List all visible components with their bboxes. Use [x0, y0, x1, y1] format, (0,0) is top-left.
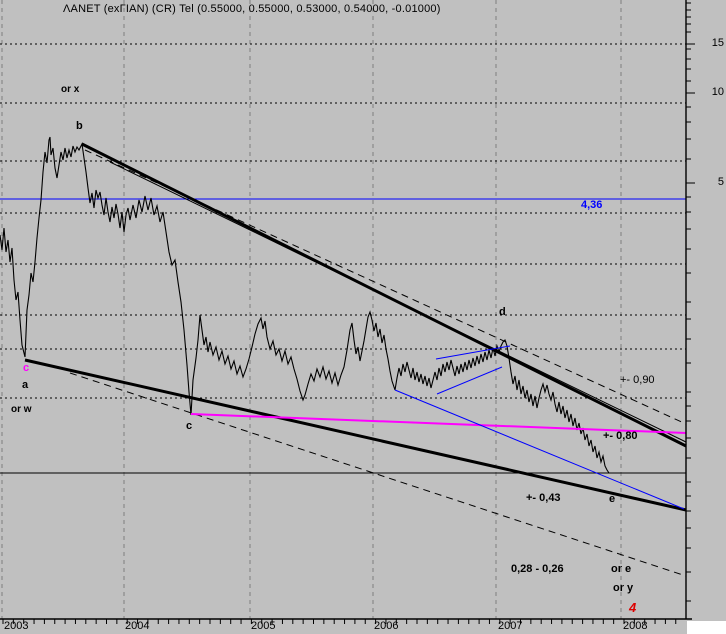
wave-label-c-magenta[interactable]: c	[23, 362, 30, 374]
wave-label-or-w[interactable]: or w	[11, 404, 32, 415]
axis-corner	[687, 621, 726, 634]
lower-channel-dashed-line	[69, 372, 687, 577]
wave-label-a[interactable]: a	[22, 379, 29, 391]
wave-label-or-y[interactable]: or y	[613, 582, 634, 594]
x-axis-label-2004: 2004	[125, 620, 150, 632]
y-axis-label-15: 15	[711, 37, 724, 49]
target-label-0-28-0-26[interactable]: 0,28 - 0,26	[511, 563, 564, 575]
price-label-4-36[interactable]: 4,36	[581, 199, 603, 211]
upper-wedge-inner-line	[109, 161, 687, 443]
wave-label-4-red[interactable]: 4	[629, 600, 637, 615]
x-axis-label-2005: 2005	[251, 620, 276, 632]
wave-label-b[interactable]: b	[76, 120, 83, 132]
target-label-0-90[interactable]: +- 0,90	[620, 374, 655, 386]
blue-e-projection-line	[394, 389, 685, 510]
wave-label-or-e[interactable]: or e	[611, 563, 632, 575]
x-axis-label-2006: 2006	[374, 620, 399, 632]
y-axis-label-5: 5	[717, 176, 724, 188]
blue-triangle-upper-line	[435, 345, 511, 360]
chart-title: ΛΑΝΕΤ (exΓΙΑΝ) (CR) Tel (0.55000, 0.5500…	[63, 3, 441, 15]
x-axis-label-2008: 2008	[623, 620, 648, 632]
wave-label-c[interactable]: c	[186, 420, 193, 432]
wave-label-d[interactable]: d	[499, 306, 506, 318]
lower-wedge-trendline	[24, 358, 687, 512]
x-axis-label-2007: 2007	[498, 620, 523, 632]
wave-label-or-x[interactable]: or x	[61, 84, 80, 95]
price-series-line	[0, 136, 610, 474]
support-line-magenta	[190, 413, 687, 434]
wave-label-e[interactable]: e	[609, 493, 616, 505]
y-axis-label-10: 10	[711, 86, 724, 98]
target-label-0-43[interactable]: +- 0,43	[526, 492, 561, 504]
target-label-0-80[interactable]: +- 0,80	[603, 430, 638, 442]
x-axis-label-2003: 2003	[4, 620, 29, 632]
blue-triangle-lower-line	[436, 366, 503, 395]
